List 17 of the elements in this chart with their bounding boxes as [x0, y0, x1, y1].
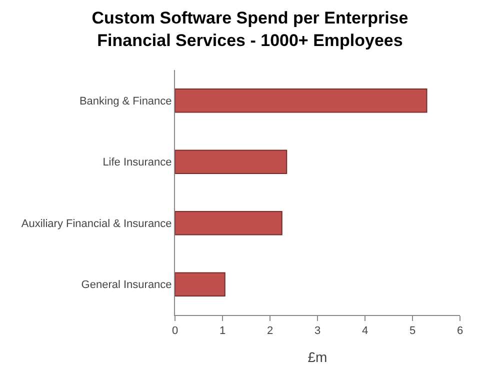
y-tick-label: Life Insurance: [102, 156, 172, 169]
x-tick-label: 0: [172, 325, 178, 338]
x-axis-title: £m: [308, 349, 328, 365]
x-tick-label: 5: [409, 325, 416, 338]
x-tick-label: 2: [266, 325, 274, 338]
y-tick-label: Banking & Finance: [79, 95, 172, 108]
x-tick-label: 4: [362, 325, 368, 338]
y-tick-label: General Insurance: [81, 279, 172, 292]
chart-title: Custom Software Spend per Enterprise Financial Services - 1000+ Employees: [92, 8, 408, 50]
x-tick-label: 6: [456, 325, 464, 338]
bar: [175, 150, 288, 174]
bar: [175, 88, 428, 113]
x-tick-label: 3: [314, 325, 321, 338]
bar: [175, 272, 226, 297]
bar: [175, 210, 282, 236]
x-tick-label: 1: [219, 325, 226, 338]
y-tick-label: Auxiliary Financial & Insurance: [21, 218, 172, 230]
